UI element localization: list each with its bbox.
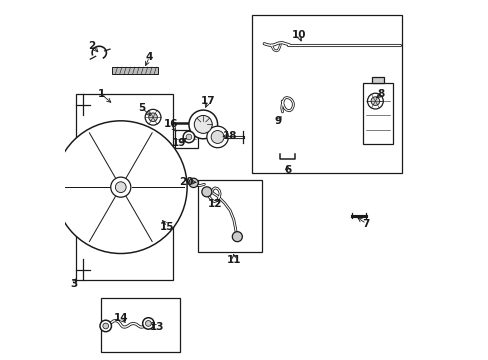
Text: 19: 19 (172, 138, 186, 148)
Text: 7: 7 (362, 219, 369, 229)
Bar (112, 67, 158, 74)
Text: 9: 9 (274, 116, 281, 126)
Text: 17: 17 (200, 96, 215, 106)
Text: 11: 11 (227, 255, 241, 265)
Circle shape (102, 323, 108, 329)
Text: 1: 1 (97, 89, 104, 99)
Bar (371, 77, 384, 83)
Circle shape (54, 121, 187, 253)
Text: 12: 12 (207, 199, 222, 209)
Circle shape (115, 182, 126, 193)
Circle shape (188, 178, 198, 188)
Circle shape (145, 320, 151, 326)
Circle shape (211, 131, 224, 143)
Circle shape (232, 231, 242, 242)
Circle shape (100, 320, 111, 332)
Text: 4: 4 (145, 52, 153, 62)
Text: 16: 16 (163, 120, 178, 129)
Text: 6: 6 (284, 165, 290, 175)
Circle shape (185, 134, 191, 140)
Circle shape (183, 131, 194, 143)
Text: 5: 5 (139, 103, 145, 113)
Bar (174, 130, 198, 148)
Text: 8: 8 (377, 89, 385, 99)
Circle shape (148, 113, 157, 122)
Text: 2: 2 (88, 41, 96, 50)
Circle shape (202, 187, 211, 197)
Bar (362, 83, 392, 144)
Circle shape (110, 177, 131, 197)
Bar (101, 298, 180, 352)
Circle shape (145, 109, 161, 125)
Circle shape (194, 116, 212, 134)
Text: 20: 20 (179, 177, 193, 187)
Text: 18: 18 (223, 131, 237, 141)
Bar (76, 94, 172, 280)
Text: 14: 14 (113, 313, 128, 323)
Text: 3: 3 (70, 279, 78, 289)
Text: 10: 10 (291, 31, 305, 40)
Bar (251, 15, 402, 173)
Text: 15: 15 (160, 222, 174, 231)
Circle shape (206, 126, 228, 148)
Text: 13: 13 (149, 322, 163, 332)
Circle shape (370, 97, 379, 105)
Bar (198, 180, 262, 252)
Circle shape (188, 110, 217, 139)
Circle shape (142, 318, 154, 329)
Circle shape (367, 93, 383, 109)
